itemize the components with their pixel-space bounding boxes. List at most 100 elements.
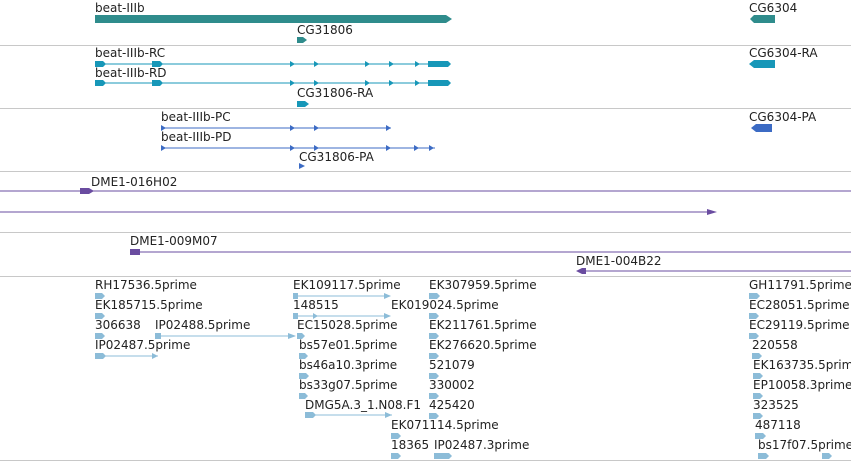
est-feature [152, 353, 158, 359]
clone-track-glyphs [0, 188, 851, 274]
est-track-glyphs [95, 293, 832, 459]
est-feature [299, 393, 308, 399]
transcript-label[interactable]: beat-IIIb-RD [95, 66, 167, 80]
transcript-label[interactable]: CG6304-RA [749, 46, 818, 60]
est-label[interactable]: 306638 [95, 318, 141, 332]
transcript-track-glyphs [95, 60, 775, 107]
est-feature [429, 353, 439, 359]
est-feature [749, 293, 760, 299]
clone-label[interactable]: DME1-004B22 [576, 254, 662, 268]
est-feature [753, 373, 763, 379]
est-feature [753, 413, 763, 419]
transcript-label[interactable]: beat-IIIb-RC [95, 46, 166, 60]
est-label[interactable]: 425420 [429, 398, 475, 412]
protein-CG31806-PA[interactable] [299, 163, 305, 169]
est-feature [749, 333, 759, 339]
track-divider [0, 232, 851, 233]
est-feature [429, 373, 439, 379]
gene-CG31806-arrow [303, 37, 307, 43]
protein-label[interactable]: beat-IIIb-PC [161, 110, 231, 124]
est-label[interactable]: 330002 [429, 378, 475, 392]
est-feature [155, 333, 161, 339]
transcript-label[interactable]: CG31806-RA [297, 86, 374, 100]
est-label[interactable]: bs17f07.5prime [758, 438, 851, 452]
protein-track-glyphs [161, 124, 772, 169]
est-feature [95, 333, 105, 339]
gene-track-glyphs [95, 15, 775, 43]
track-divider [0, 108, 851, 109]
est-label[interactable]: EC28051.5prime [749, 298, 850, 312]
est-label[interactable]: EK071114.5prime [391, 418, 499, 432]
est-feature [299, 353, 308, 359]
est-label[interactable]: EK211761.5prime [429, 318, 537, 332]
est-feature [391, 433, 401, 439]
est-label[interactable]: 487118 [755, 418, 801, 432]
est-feature [384, 313, 391, 319]
est-feature [753, 393, 763, 399]
gene-label[interactable]: beat-IIIb [95, 1, 145, 15]
est-label[interactable]: IP02487.5prime [95, 338, 191, 352]
track-divider [0, 276, 851, 277]
est-feature [429, 393, 439, 399]
est-label[interactable]: IP02488.5prime [155, 318, 251, 332]
est-label[interactable]: 323525 [753, 398, 799, 412]
est-feature [822, 453, 832, 459]
est-feature [95, 293, 105, 299]
est-label[interactable]: EK276620.5prime [429, 338, 537, 352]
gene-CG6304[interactable] [749, 15, 775, 23]
est-feature [749, 313, 759, 319]
est-feature [293, 293, 298, 299]
est-feature [293, 313, 298, 319]
est-feature [429, 313, 439, 319]
est-label[interactable]: GH11791.5prime [749, 278, 851, 292]
est-label[interactable]: EK019024.5prime [391, 298, 499, 312]
est-label[interactable]: IP02487.3prime [434, 438, 530, 452]
est-feature [313, 313, 318, 319]
protein-CG6304-PA[interactable] [751, 124, 772, 132]
protein-label[interactable]: CG6304-PA [749, 110, 817, 124]
est-feature [758, 453, 769, 459]
est-label[interactable]: 148515 [293, 298, 339, 312]
est-label[interactable]: RH17536.5prime [95, 278, 197, 292]
est-label[interactable]: EP10058.3prime [753, 378, 851, 392]
track-divider [0, 171, 851, 172]
est-label[interactable]: EK163735.5prime [753, 358, 851, 372]
est-label[interactable]: DMG5A.3_1.N08.F1 [305, 398, 422, 412]
est-feature [288, 333, 296, 339]
est-label[interactable]: EK109117.5prime [293, 278, 401, 292]
est-feature [95, 353, 106, 359]
est-feature [434, 453, 452, 459]
est-feature [429, 293, 440, 299]
est-feature [385, 412, 392, 418]
transcript-CG31806-RA[interactable] [297, 101, 309, 107]
gene-CG31806[interactable] [297, 37, 303, 43]
gene-label[interactable]: CG31806 [297, 23, 353, 37]
est-feature [384, 293, 391, 299]
est-feature [297, 333, 305, 339]
clone-label[interactable]: DME1-016H02 [91, 175, 178, 189]
est-label[interactable]: EK185715.5prime [95, 298, 203, 312]
protein-label[interactable]: beat-IIIb-PD [161, 130, 232, 144]
est-feature [305, 412, 316, 418]
est-feature [429, 333, 439, 339]
est-label[interactable]: bs33g07.5prime [299, 378, 398, 392]
est-feature [752, 353, 762, 359]
est-label[interactable]: bs57e01.5prime [299, 338, 398, 352]
est-label[interactable]: 521079 [429, 358, 475, 372]
est-label[interactable]: EC29119.5prime [749, 318, 850, 332]
est-label[interactable]: 18365 [391, 438, 430, 452]
clone-label[interactable]: DME1-009M07 [130, 234, 218, 248]
est-label[interactable]: 220558 [752, 338, 798, 352]
est-feature [755, 433, 766, 439]
gene-beat-IIIb[interactable] [95, 15, 452, 23]
est-label[interactable]: EK307959.5prime [429, 278, 537, 292]
est-label[interactable]: EC15028.5prime [297, 318, 398, 332]
transcript-CG6304-RA[interactable] [749, 60, 775, 68]
protein-label[interactable]: CG31806-PA [299, 150, 374, 164]
est-feature [95, 313, 105, 319]
est-feature [299, 373, 309, 379]
gene-label[interactable]: CG6304 [749, 1, 798, 15]
est-feature [391, 453, 401, 459]
est-label[interactable]: bs46a10.3prime [299, 358, 398, 372]
